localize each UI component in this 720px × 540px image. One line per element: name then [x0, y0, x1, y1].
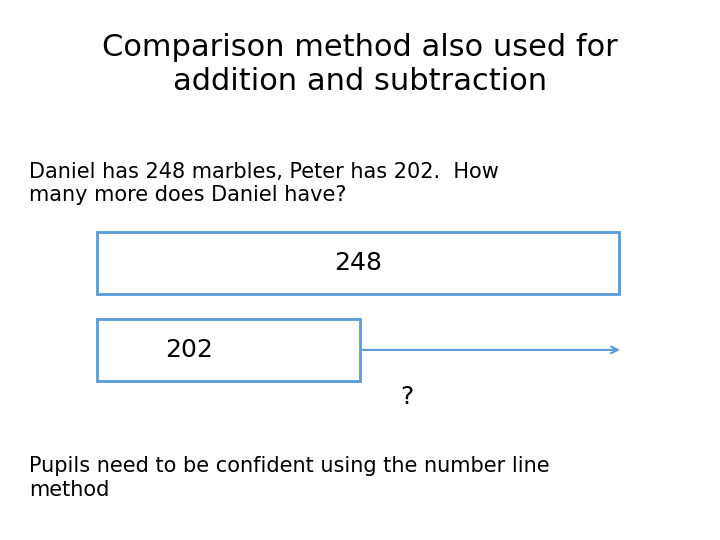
Text: ?: ?: [400, 385, 413, 409]
Text: Daniel has 248 marbles, Peter has 202.  How
many more does Daniel have?: Daniel has 248 marbles, Peter has 202. H…: [29, 162, 499, 205]
Text: 202: 202: [166, 338, 213, 362]
Text: Pupils need to be confident using the number line
method: Pupils need to be confident using the nu…: [29, 456, 549, 500]
Text: Comparison method also used for
addition and subtraction: Comparison method also used for addition…: [102, 33, 618, 96]
FancyBboxPatch shape: [97, 232, 619, 294]
Text: 248: 248: [334, 251, 382, 275]
FancyBboxPatch shape: [97, 319, 360, 381]
